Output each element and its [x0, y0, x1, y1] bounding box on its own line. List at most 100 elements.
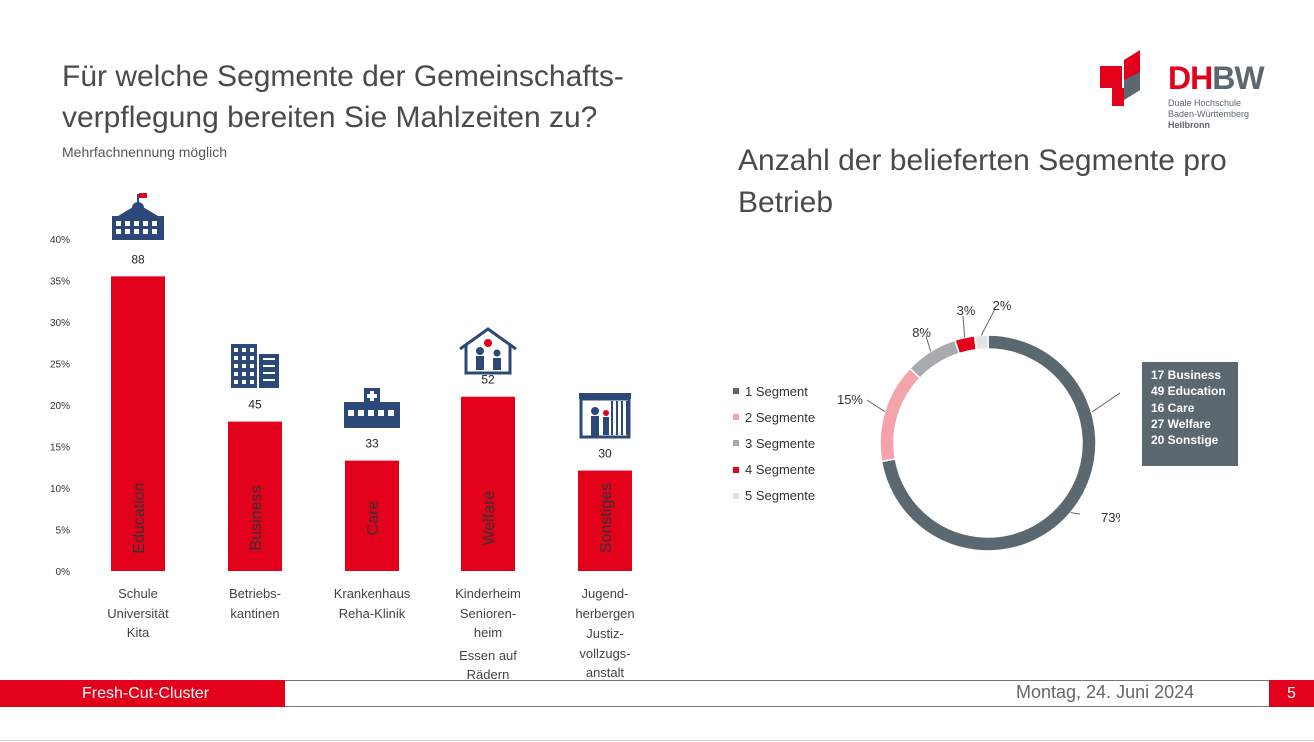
info-box-connector	[1091, 392, 1120, 413]
donut-data-label: 2%	[993, 298, 1012, 313]
category-description-line: Justiz-	[586, 626, 624, 641]
logo-subtext: Duale Hochschule Baden-Württemberg Heilb…	[1168, 98, 1249, 131]
logo-line-3: Heilbronn	[1168, 120, 1210, 130]
donut-slice-4	[954, 334, 978, 355]
bar-category-label: Business	[248, 486, 265, 551]
legend-label: 4 Segmente	[745, 462, 816, 478]
category-description-line: Essen auf	[459, 647, 517, 663]
category-description-line: Krankenhaus	[333, 586, 411, 601]
donut-title: Anzahl der belieferten Segmente pro Betr…	[738, 144, 1227, 219]
donut-data-label: 8%	[912, 325, 931, 340]
bar-care	[345, 460, 399, 571]
donut-slice-2	[879, 367, 922, 463]
slide-subtitle: Mehrfachnennung möglich	[62, 144, 227, 160]
footer-divider-top	[285, 680, 1269, 681]
footer-project-label: Fresh-Cut-Cluster	[0, 680, 285, 707]
donut-chart: 73% 15% 8% 3% 2%	[837, 298, 1120, 552]
donut-slice-3	[908, 339, 961, 380]
info-box-line: 49 Education	[1151, 384, 1226, 399]
category-description-line: Schule	[118, 586, 158, 601]
category-description-line: kantinen	[230, 605, 280, 621]
logo-dh: DH	[1168, 60, 1213, 96]
care-home-icon	[459, 327, 517, 375]
y-tick-label: 35%	[50, 277, 70, 288]
info-box-line: 20 Sonstige	[1151, 433, 1219, 448]
bar-business	[228, 421, 282, 571]
legend-label: 5 Segmente	[745, 488, 816, 504]
bar-chart: 0% 5% 10% 15% 20% 25% 30% 35% 40% 88 Education 45 Bu…	[50, 193, 632, 578]
category-description-line: Reha-Klinik	[338, 605, 406, 621]
legend-swatch	[733, 492, 739, 499]
donut-leader-line	[1070, 512, 1081, 515]
info-box-line: 16 Care	[1151, 400, 1195, 415]
y-tick-label: 20%	[50, 401, 70, 412]
donut-leader-line	[925, 335, 932, 352]
legend-item: 1 Segment	[733, 378, 815, 404]
school-icon	[112, 193, 164, 240]
y-tick-label: 5%	[56, 526, 71, 537]
category-description-line: Rädern	[466, 667, 510, 682]
category-description-line: heim	[473, 625, 503, 640]
bar-sonstiges	[578, 470, 632, 571]
category-description-line: vollzugs-	[579, 645, 631, 661]
donut-slice-5	[973, 334, 989, 351]
category-description-line: Senioren-	[459, 605, 517, 621]
footer-divider-bottom	[285, 706, 1269, 707]
donut-leader-line	[866, 399, 885, 412]
legend-label: 1 Segment	[745, 383, 808, 399]
title-line-2: verpflegung bereiten Sie Mahlzeiten zu?	[62, 101, 598, 134]
title-line-1: Für welche Segmente der Gemeinschafts-	[62, 60, 624, 93]
category-description-line: Kinderheim	[455, 586, 521, 601]
y-tick-label: 0%	[56, 567, 71, 578]
logo-line-2: Baden-Württemberg	[1168, 109, 1250, 119]
bar-category-label: Education	[131, 482, 148, 553]
bar-category-label: Care	[365, 501, 382, 536]
legend-swatch	[733, 466, 739, 473]
footer-date: Montag, 24. Juni 2024	[1016, 682, 1195, 702]
y-tick-label: 25%	[50, 360, 70, 371]
legend-swatch	[733, 440, 739, 447]
y-tick-label: 10%	[50, 484, 70, 495]
category-description-line: Universität	[107, 605, 169, 621]
category-description-line: Jugend-	[581, 586, 629, 601]
bar-value-label: 45	[248, 398, 262, 412]
y-tick-label: 40%	[50, 235, 70, 246]
y-tick-label: 30%	[50, 318, 70, 329]
bar-value-label: 33	[365, 437, 379, 451]
info-box-line: 27 Welfare	[1151, 416, 1211, 431]
donut-legend: 1 Segment 2 Segmente 3 Segmente 4 Segmente 5…	[733, 378, 815, 509]
legend-item: 2 Segmente	[733, 404, 815, 430]
category-description-line: anstalt	[585, 665, 625, 680]
category-description: Betriebs-kantinen	[195, 584, 315, 623]
slide-title: Für welche Segmente der Gemeinschafts- v…	[62, 56, 682, 138]
dhbw-logo: DHBW Duale Hochschule Baden-Württemberg …	[1098, 50, 1278, 135]
logo-bw: BW	[1212, 60, 1264, 96]
hospital-icon	[344, 388, 400, 428]
bar-welfare	[461, 396, 515, 571]
bar-value-label: 88	[131, 252, 145, 266]
donut-data-label: 3%	[957, 303, 976, 318]
category-description-line: Betriebs-	[228, 586, 282, 601]
logo-wordmark: DHBW	[1168, 60, 1265, 97]
donut-leader-line	[980, 308, 996, 336]
legend-label: 3 Segmente	[745, 435, 816, 451]
bar-education	[111, 276, 165, 571]
info-box-line: 17 Business	[1151, 368, 1222, 382]
donut-data-label: 15%	[837, 392, 863, 407]
office-building-icon	[231, 344, 279, 388]
bar-category-label: Sonstiges	[598, 483, 615, 553]
y-tick-label: 15%	[50, 443, 70, 454]
logo-line-1: Duale Hochschule	[1168, 98, 1242, 108]
legend-item: 4 Segmente	[733, 457, 815, 483]
bottom-divider	[0, 740, 1314, 741]
category-description-line: herbergen	[575, 605, 635, 621]
legend-label: 2 Segmente	[745, 409, 816, 425]
dhbw-logo-mark	[1100, 50, 1140, 106]
category-description: Jugend-herbergen Justiz-vollzugs-anstalt	[545, 584, 665, 683]
legend-item: 5 Segmente	[733, 483, 815, 509]
category-description: Krankenhaus Reha-Klinik	[312, 584, 432, 623]
bar-value-label: 52	[481, 373, 495, 387]
legend-item: 3 Segmente	[733, 430, 815, 456]
bar-category-label: Welfare	[481, 490, 498, 545]
category-description-line: Kita	[126, 625, 150, 640]
